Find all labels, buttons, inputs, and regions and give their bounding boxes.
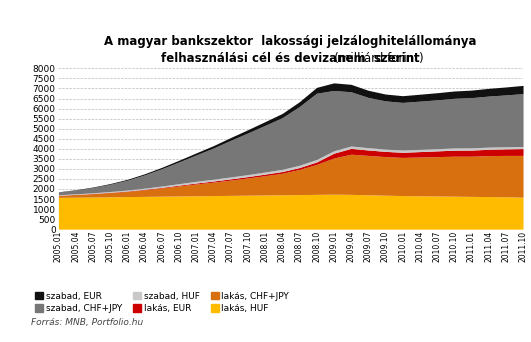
Legend: szabad, EUR, szabad, CHF+JPY, szabad, HUF, lakás, EUR, lakás, CHF+JPY, lakás, HU: szabad, EUR, szabad, CHF+JPY, szabad, HU… xyxy=(35,291,289,313)
Text: (milliárd forint): (milliárd forint) xyxy=(158,52,424,65)
Text: Forrás: MNB, Portfolio.hu: Forrás: MNB, Portfolio.hu xyxy=(31,317,143,327)
Text: A magyar bankszektor  lakossági jelzáloghitelállománya: A magyar bankszektor lakossági jelzálogh… xyxy=(105,35,477,48)
Text: felhasználási cél és devizanem  szerint: felhasználási cél és devizanem szerint xyxy=(161,52,420,65)
